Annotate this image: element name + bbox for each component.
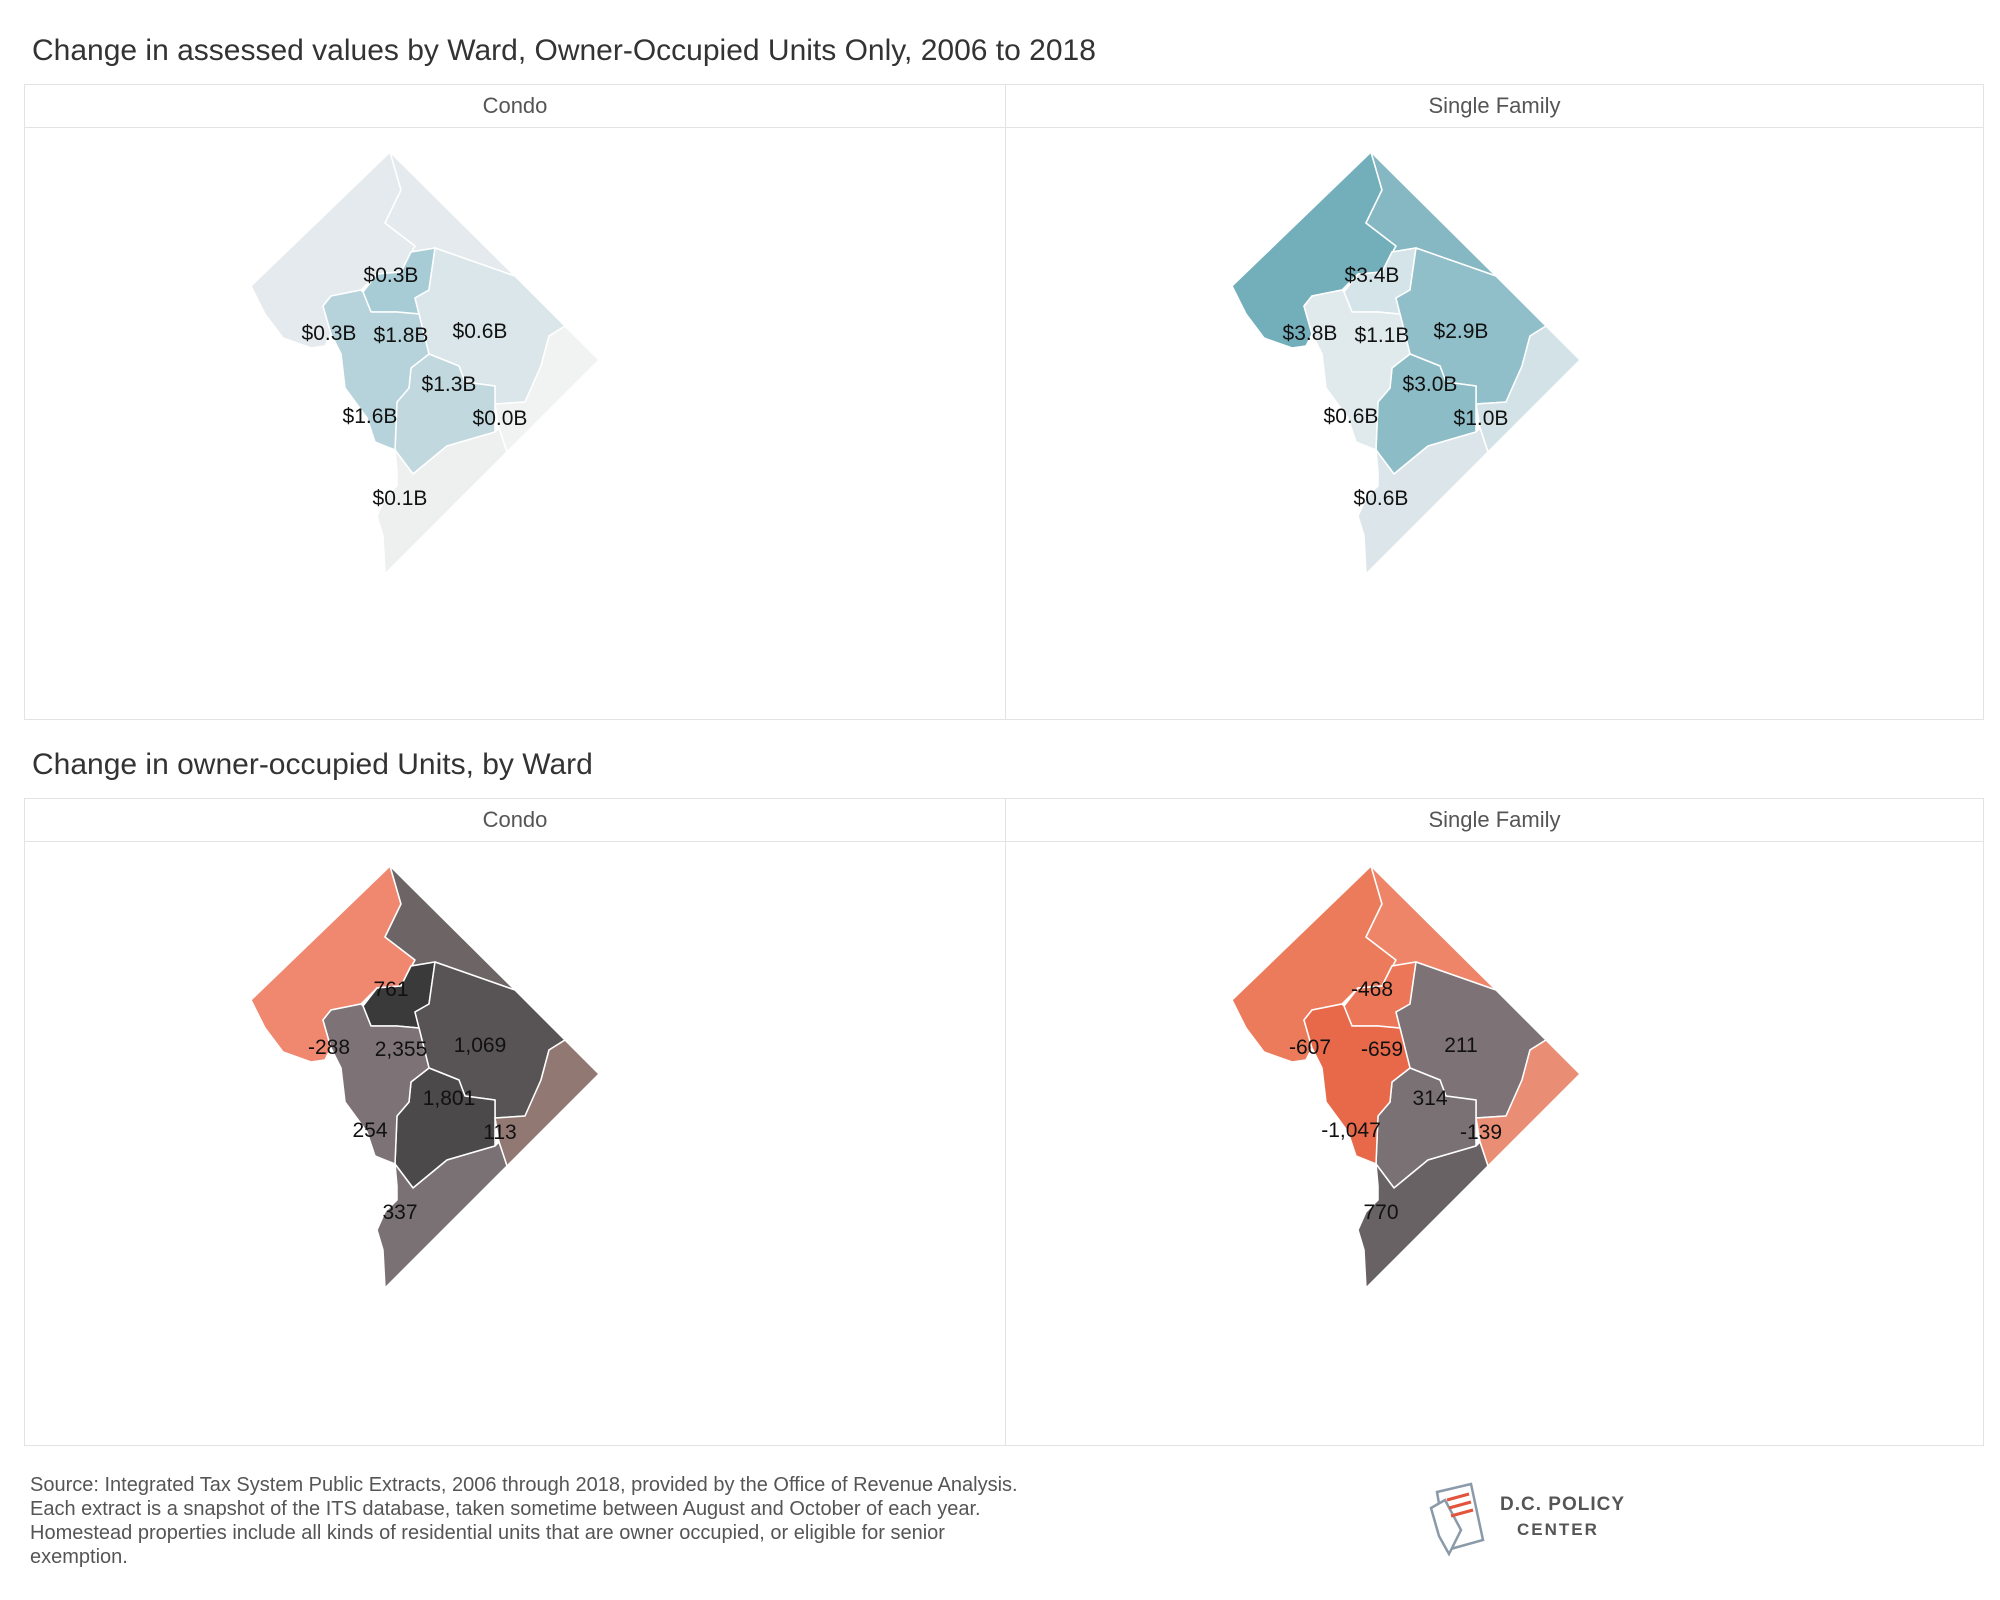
- facet-header-condo: Condo: [25, 799, 1005, 842]
- values-panel: Condo $0.3B $0.3B $1.8B $0.6B $1.3B $1.6B $0.0…: [24, 84, 1984, 720]
- ward-2-label: 254: [352, 1119, 387, 1142]
- units-condo-map: -288 761 2,355 1,069 1,801 254 113 337: [25, 842, 1005, 1432]
- ward-7-label: 113: [483, 1121, 516, 1144]
- source-note: Source: Integrated Tax System Public Ext…: [30, 1474, 1018, 1568]
- ward-8-region[interactable]: [1357, 1141, 1489, 1289]
- ward-4-label: -468: [1351, 978, 1393, 1001]
- ward-6-label: $1.3B: [422, 373, 477, 396]
- ward-map-svg: -607 -468 -659 211 314 -1,047 -139 770: [1231, 865, 1581, 1289]
- ward-4-label: 761: [373, 978, 408, 1001]
- ward-3-label: -607: [1289, 1036, 1331, 1059]
- ward-8-label: $0.1B: [373, 487, 428, 510]
- ward-6-label: $3.0B: [1403, 373, 1458, 396]
- ward-7-region[interactable]: [494, 1039, 600, 1167]
- ward-1-label: 2,355: [375, 1038, 428, 1061]
- values-single-family-map: $3.8B $3.4B $1.1B $2.9B $3.0B $0.6B $1.0B $0.6B: [1006, 128, 1983, 718]
- ward-1-label: $1.8B: [374, 324, 429, 347]
- ward-8-label: 337: [382, 1201, 417, 1224]
- ward-3-label: -288: [308, 1036, 350, 1059]
- document-icon: [1429, 1482, 1485, 1557]
- logo-line-2: CENTER: [1517, 1520, 1599, 1539]
- ward-5-label: $2.9B: [1434, 320, 1489, 343]
- values-facet-single-family: Single Family $3.8B $3.4B $1.1B $2.9B $3.0B $…: [1005, 85, 1983, 719]
- ward-map-svg: $3.8B $3.4B $1.1B $2.9B $3.0B $0.6B $1.0B $0.6B: [1231, 151, 1581, 575]
- ward-7-region[interactable]: [1475, 325, 1581, 453]
- ward-7-region[interactable]: [494, 325, 600, 453]
- ward-7-label: $1.0B: [1454, 407, 1509, 430]
- units-panel: Condo -288 761 2,355 1,069 1,801 254 113 337 Si…: [24, 798, 1984, 1446]
- ward-7-label: $0.0B: [473, 407, 528, 430]
- ward-2-region[interactable]: [1303, 1003, 1411, 1165]
- ward-4-label: $0.3B: [364, 264, 419, 287]
- ward-1-label: -659: [1361, 1038, 1403, 1061]
- ward-1-label: $1.1B: [1355, 324, 1410, 347]
- ward-2-label: -1,047: [1321, 1119, 1381, 1142]
- logo-line-1: D.C. POLICY: [1500, 1494, 1626, 1515]
- ward-8-label: $0.6B: [1354, 487, 1409, 510]
- ward-2-region[interactable]: [1303, 289, 1411, 451]
- values-condo-map: $0.3B $0.3B $1.8B $0.6B $1.3B $1.6B $0.0B $0.1B: [25, 128, 1005, 718]
- ward-5-label: 211: [1444, 1034, 1477, 1057]
- values-chart-title: Change in assessed values by Ward, Owner…: [32, 34, 1096, 67]
- ward-2-label: $1.6B: [343, 405, 398, 428]
- ward-2-region[interactable]: [322, 1003, 430, 1165]
- ward-8-region[interactable]: [1357, 427, 1489, 575]
- ward-5-label: $0.6B: [453, 320, 508, 343]
- ward-6-label: 314: [1412, 1087, 1447, 1110]
- units-facet-condo: Condo -288 761 2,355 1,069 1,801 254 113 337: [25, 799, 1005, 1445]
- ward-5-label: 1,069: [454, 1034, 507, 1057]
- ward-8-region[interactable]: [376, 1141, 508, 1289]
- ward-2-label: $0.6B: [1324, 405, 1379, 428]
- facet-header-condo: Condo: [25, 85, 1005, 128]
- ward-7-region[interactable]: [1475, 1039, 1581, 1167]
- facet-header-single-family: Single Family: [1006, 799, 1983, 842]
- units-single-family-map: -607 -468 -659 211 314 -1,047 -139 770: [1006, 842, 1983, 1432]
- units-facet-single-family: Single Family -607 -468 -659 211 314 -1,047 -1…: [1005, 799, 1983, 1445]
- ward-8-label: 770: [1363, 1201, 1398, 1224]
- ward-4-label: $3.4B: [1345, 264, 1400, 287]
- ward-map-svg: $0.3B $0.3B $1.8B $0.6B $1.3B $1.6B $0.0B $0.1B: [250, 151, 600, 575]
- ward-6-label: 1,801: [423, 1087, 476, 1110]
- ward-3-label: $3.8B: [1283, 322, 1338, 345]
- ward-7-label: -139: [1460, 1121, 1502, 1144]
- units-chart-title: Change in owner-occupied Units, by Ward: [32, 748, 593, 781]
- ward-3-label: $0.3B: [302, 322, 357, 345]
- ward-8-region[interactable]: [376, 427, 508, 575]
- ward-2-region[interactable]: [322, 289, 430, 451]
- facet-header-single-family: Single Family: [1006, 85, 1983, 128]
- values-facet-condo: Condo $0.3B $0.3B $1.8B $0.6B $1.3B $1.6B $0.0…: [25, 85, 1005, 719]
- dc-policy-center-logo: D.C. POLICY CENTER: [1425, 1480, 1645, 1560]
- ward-map-svg: -288 761 2,355 1,069 1,801 254 113 337: [250, 865, 600, 1289]
